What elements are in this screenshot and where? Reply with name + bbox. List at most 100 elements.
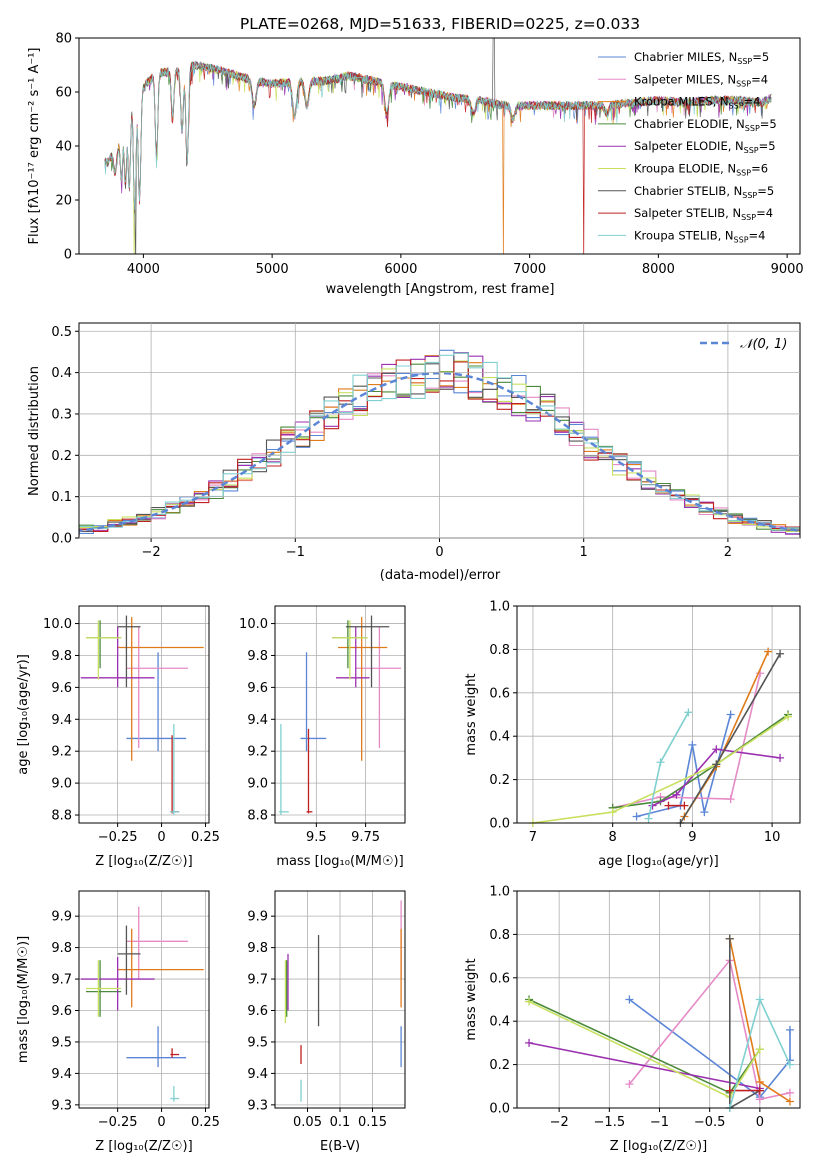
panel-age-vs-mass: 9.5 9.75 8.8 9.0 9.2 9.4 9.6 9.8 10.0 mass [log₁₀… (239, 605, 406, 869)
y-tick-label: 9.8 (247, 649, 268, 664)
legend-subscript: SSP (742, 191, 757, 200)
x-tick-label: 6000 (384, 262, 417, 277)
y-tick-label: 9.3 (51, 1098, 72, 1113)
y-tick-label: 8.8 (247, 809, 268, 824)
mw-marker-kroupa-elodie (608, 808, 617, 817)
y-tick-label: 0.0 (489, 1102, 510, 1117)
y-tick-label: 0.4 (489, 1015, 510, 1030)
y-tick-label: 9.0 (247, 777, 268, 792)
legend-count: =5 (752, 50, 769, 64)
spectrum-xlabel: wavelength [Angstrom, rest frame] (326, 282, 555, 297)
y-tick-label: 0.2 (489, 773, 510, 788)
y-tick-label: 1.0 (489, 885, 510, 900)
x-tick-label: 0 (756, 1115, 764, 1130)
x-tick-label: 7 (529, 830, 537, 845)
legend-count: =4 (744, 95, 761, 109)
legend-label-chabrier-miles: Chabrier MILES, NSSP=5 (634, 50, 769, 66)
x-tick-label: 0.25 (191, 830, 220, 845)
y-tick-label: 0.3 (51, 407, 72, 422)
legend-count: =4 (749, 228, 766, 242)
y-tick-label: 9.6 (51, 681, 72, 696)
panel-xlabel: Z [log₁₀(Z/Z☉)] (95, 1139, 192, 1154)
mw-marker-salpeter-stelib (680, 801, 689, 810)
y-tick-label: 20 (55, 194, 72, 209)
panel-xlabel: mass [log₁₀(M/M☉)] (276, 854, 403, 869)
spectrum-series-group (104, 38, 772, 254)
y-tick-label: 9.4 (247, 713, 268, 728)
y-tick-label: 10.0 (43, 617, 72, 632)
mw-marker-chabrier-stelib (712, 760, 721, 769)
y-tick-label: 60 (55, 86, 72, 101)
y-tick-label: 9.5 (247, 1035, 268, 1050)
y-tick-label: 9.5 (51, 1035, 72, 1050)
mw-marker-chabrier-miles (632, 812, 641, 821)
mw-marker-chabrier-miles (700, 808, 709, 817)
mw-marker-salpeter-stelib (755, 1086, 764, 1095)
spectrum-plot-area (104, 38, 772, 254)
residuals-axes: −2 −1 0 1 2 0.0 0.1 0.2 0.3 0.4 0.5 (51, 323, 800, 560)
panel-xlabel: age [log₁₀(age/yr)] (598, 854, 719, 869)
y-tick-label: 9.7 (51, 973, 72, 988)
mw-marker-salpeter-stelib (725, 1086, 734, 1095)
mw-marker-kroupa-elodie (784, 712, 793, 721)
y-tick-label: 0.4 (489, 730, 510, 745)
panel-ylabel: mass weight (464, 958, 479, 1040)
y-tick-label: 9.4 (247, 1067, 268, 1082)
legend-label-salpeter-elodie: Salpeter ELODIE, NSSP=5 (634, 139, 776, 155)
mw-marker-chabrier-stelib (776, 649, 785, 658)
y-tick-label: 9.2 (247, 745, 268, 760)
panel-mass-vs-Z: −0.25 0 0.25 9.3 9.4 9.5 9.6 9.7 9.8 9.9 Z [log₁₀(… (16, 890, 220, 1154)
x-tick-label: −1 (650, 1115, 669, 1130)
x-tick-label: 0.1 (330, 1115, 351, 1130)
x-tick-label: 2 (724, 545, 732, 560)
x-tick-label: 1 (580, 545, 588, 560)
y-tick-label: 9.3 (247, 1098, 268, 1113)
legend-subscript: SSP (736, 169, 751, 178)
y-tick-label: 0.4 (51, 366, 72, 381)
y-tick-label: 9.6 (51, 1004, 72, 1019)
spectrum-legend: Chabrier MILES, NSSP=5 Salpeter MILES, NS… (598, 50, 777, 244)
panel-frame (78, 605, 210, 824)
mw-marker-chabrier-miles (785, 1025, 794, 1034)
mw-marker-salpeter-elodie (672, 790, 681, 799)
legend-subscript: SSP (736, 79, 751, 88)
y-tick-label: 80 (55, 32, 72, 47)
mw-marker-chabrier-stelib (725, 934, 734, 943)
y-tick-label: 9.7 (247, 973, 268, 988)
x-tick-label: −2 (550, 1115, 569, 1130)
x-tick-label: −0.25 (98, 830, 138, 845)
mw-marker-salpeter-miles (625, 1080, 634, 1089)
x-tick-label: 8 (609, 830, 617, 845)
legend-count: =5 (760, 117, 777, 131)
mw-marker-salpeter-miles (785, 1088, 794, 1097)
panel-ylabel: mass weight (464, 673, 479, 755)
panel-spectrum: PLATE=0268, MJD=51633, FIBERID=0225, z=0… (27, 15, 804, 297)
mw-marker-kroupa-stelib (684, 708, 693, 717)
x-tick-label: −1 (286, 545, 305, 560)
legend-label-salpeter-stelib: Salpeter STELIB, NSSP=4 (634, 206, 773, 222)
y-tick-label: 0 (64, 248, 72, 263)
mw-line-salpeter-elodie (528, 1042, 761, 1090)
panel-mass-vs-ebv: 0.05 0.1 0.15 9.3 9.4 9.5 9.6 9.7 9.8 9.9 E(B-V) (247, 890, 406, 1154)
spectrum-axes: 4000 5000 6000 7000 8000 9000 0 20 40 60 80 (55, 32, 803, 278)
panel-xlabel: Z [log₁₀(Z/Z☉)] (95, 854, 192, 869)
legend-count: =6 (751, 162, 768, 176)
legend-label-kroupa-stelib: Kroupa STELIB, NSSP=4 (634, 228, 765, 244)
y-tick-label: 9.8 (51, 649, 72, 664)
mw-line-kroupa-elodie (532, 716, 789, 824)
y-tick-label: 9.6 (247, 681, 268, 696)
legend-label-kroupa-elodie: Kroupa ELODIE, NSSP=6 (634, 162, 768, 178)
y-tick-label: 9.2 (51, 745, 72, 760)
residuals-ylabel: Normed distribution (27, 366, 42, 496)
x-tick-label: 9 (688, 830, 696, 845)
x-tick-label: 0.25 (191, 1115, 220, 1130)
panel-residuals: −2 −1 0 1 2 0.0 0.1 0.2 0.3 0.4 0.5 (data-model)/e… (27, 322, 801, 583)
mw-marker-salpeter-elodie (525, 1038, 534, 1047)
legend-count: =5 (757, 184, 774, 198)
mw-line-salpeter-miles (628, 958, 791, 1101)
x-tick-label: 0 (157, 830, 165, 845)
y-tick-label: 9.6 (247, 1004, 268, 1019)
y-tick-label: 0.8 (489, 643, 510, 658)
x-tick-label: 10 (764, 830, 781, 845)
y-tick-label: 1.0 (489, 600, 510, 615)
